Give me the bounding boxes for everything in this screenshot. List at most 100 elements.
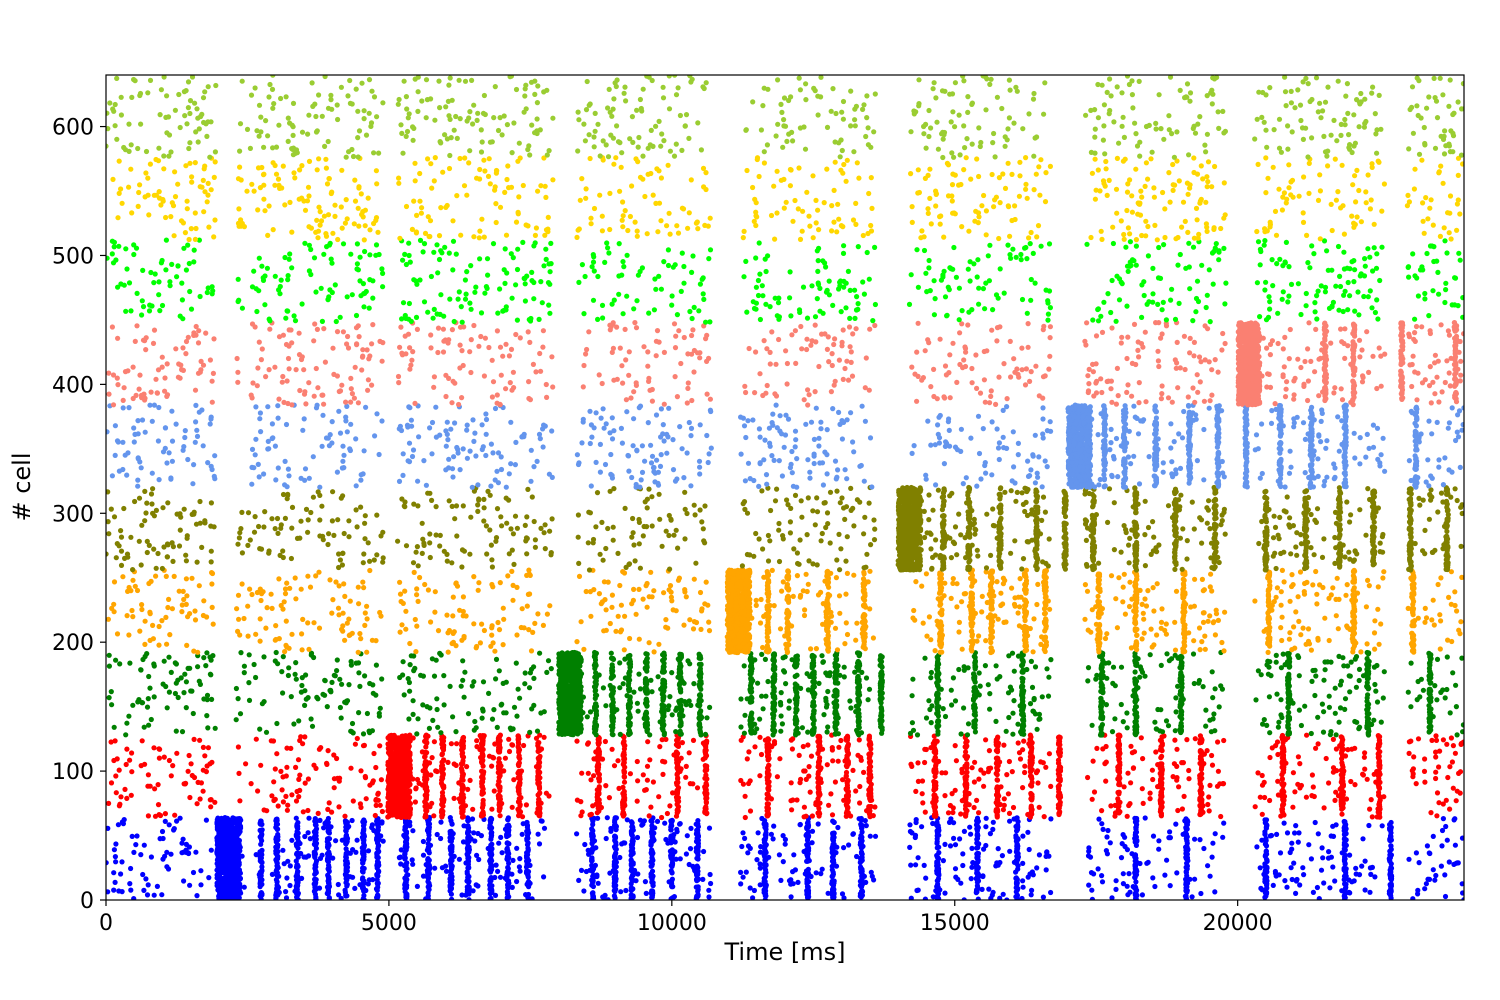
- spike-point: [1368, 871, 1374, 878]
- spike-point: [1221, 737, 1227, 744]
- spike-point: [354, 735, 360, 742]
- spike-point: [504, 873, 510, 880]
- spike-point: [1291, 860, 1297, 866]
- spike-point: [479, 783, 485, 790]
- spike-point: [1197, 837, 1203, 843]
- spike-point: [1267, 833, 1273, 839]
- spike-point: [1433, 737, 1440, 744]
- spike-point: [694, 785, 701, 791]
- spike-point: [296, 794, 302, 800]
- spike-point: [200, 788, 206, 794]
- spike-point: [634, 834, 641, 841]
- spike-point: [208, 804, 214, 810]
- spike-point: [650, 838, 656, 844]
- spike-point: [1413, 850, 1419, 856]
- spike-point: [1436, 764, 1442, 770]
- spike-point: [118, 794, 124, 800]
- spike-point: [649, 863, 655, 869]
- spike-point: [443, 868, 450, 874]
- spike-point: [830, 888, 836, 894]
- spike-point: [1099, 879, 1106, 885]
- spike-point: [215, 839, 221, 846]
- spike-point: [668, 824, 674, 830]
- spike-point: [505, 850, 511, 856]
- spike-point: [525, 872, 531, 878]
- spike-point: [236, 770, 242, 777]
- spike-point: [809, 828, 816, 834]
- spike-point: [1449, 759, 1455, 765]
- spike-point: [1130, 765, 1137, 771]
- spike-point: [1014, 877, 1020, 884]
- spike-point: [465, 861, 471, 867]
- spike-point: [440, 796, 446, 802]
- spike-point: [1416, 860, 1422, 866]
- spike-point: [669, 847, 675, 853]
- spike-point: [981, 770, 987, 776]
- spike-point: [771, 823, 777, 829]
- spike-point: [1133, 835, 1139, 841]
- spike-point: [1004, 772, 1010, 778]
- spike-point: [116, 888, 122, 894]
- spike-point: [983, 824, 989, 830]
- spike-point: [1140, 800, 1146, 807]
- spike-point: [1259, 782, 1266, 788]
- spike-point: [743, 869, 749, 875]
- spike-point: [668, 868, 674, 874]
- spike-point: [1348, 778, 1354, 785]
- spike-point: [629, 875, 635, 881]
- spike-point: [589, 840, 595, 846]
- spike-point: [269, 871, 275, 878]
- spike-point: [480, 797, 486, 803]
- spike-point: [800, 743, 806, 750]
- spike-point: [830, 854, 836, 860]
- spike-point: [1362, 887, 1368, 893]
- spike-point: [990, 819, 996, 825]
- spike-point: [1274, 831, 1280, 838]
- spike-point: [194, 801, 200, 807]
- spike-point: [1433, 769, 1439, 775]
- spike-point: [258, 891, 264, 897]
- spike-point: [951, 820, 957, 826]
- spike-point: [372, 812, 378, 819]
- spike-point: [850, 831, 857, 837]
- spike-point: [471, 830, 477, 836]
- spike-point: [380, 838, 386, 844]
- spike-point: [448, 828, 454, 835]
- spike-point: [106, 825, 111, 831]
- spike-point: [294, 862, 300, 868]
- spike-point: [294, 821, 300, 828]
- spike-point: [677, 856, 683, 862]
- spike-point: [298, 734, 304, 740]
- spike-point: [1408, 738, 1414, 744]
- spike-point: [1341, 867, 1347, 873]
- spike-point: [1326, 849, 1332, 855]
- spike-point: [439, 770, 445, 776]
- spike-point: [1297, 785, 1303, 791]
- spike-point: [423, 762, 430, 768]
- spike-point: [403, 819, 409, 826]
- spike-point: [1328, 854, 1334, 860]
- spike-point: [226, 868, 232, 875]
- spike-point: [216, 895, 222, 900]
- spike-point: [923, 875, 929, 881]
- spike-point: [312, 854, 318, 861]
- spike-point: [1293, 823, 1299, 829]
- spike-point: [983, 737, 989, 743]
- spike-point: [1119, 841, 1125, 847]
- spike-point: [459, 793, 465, 799]
- spike-point: [640, 821, 646, 827]
- spike-point: [1041, 814, 1047, 820]
- spike-point: [858, 754, 864, 761]
- spike-point: [504, 831, 510, 838]
- spike-point: [627, 771, 634, 777]
- spike-point: [357, 801, 363, 807]
- spike-point: [943, 770, 949, 776]
- spike-point: [459, 769, 465, 775]
- spike-point: [480, 802, 486, 808]
- spike-point: [283, 895, 290, 900]
- spike-point: [1220, 834, 1226, 840]
- spike-point: [325, 852, 332, 858]
- spike-point: [398, 847, 404, 853]
- spike-point: [375, 864, 381, 870]
- spike-point: [605, 897, 611, 900]
